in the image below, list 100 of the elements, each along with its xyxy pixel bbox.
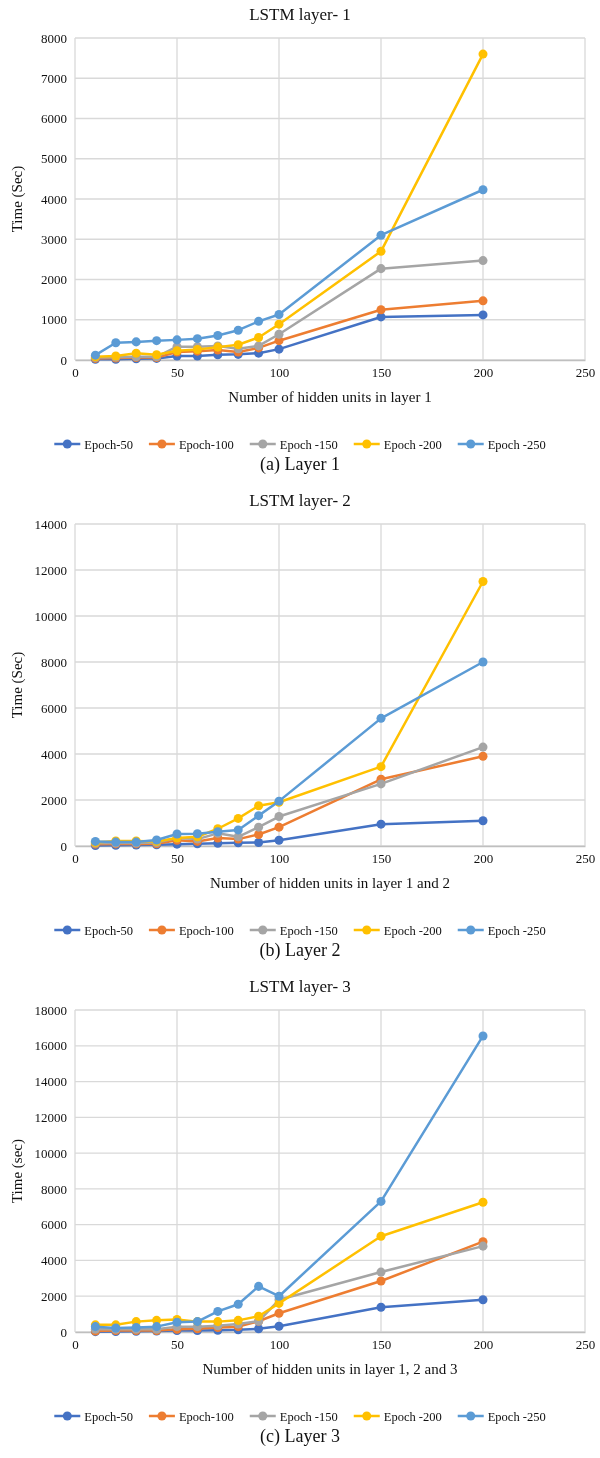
x-tick-label: 200 — [473, 851, 494, 867]
point — [131, 337, 141, 347]
y-axis-title: Time (Sec) — [9, 165, 26, 233]
chart-title: LSTM layer- 2 — [249, 491, 351, 510]
point — [233, 1299, 243, 1309]
point — [376, 305, 386, 315]
point — [274, 812, 284, 822]
legend-label: Epoch -200 — [383, 1409, 442, 1424]
y-tick-label: 18000 — [34, 1002, 67, 1018]
point — [274, 835, 284, 845]
y-tick-label: 5000 — [41, 151, 67, 167]
legend-label: Epoch-100 — [178, 923, 234, 938]
point — [254, 332, 264, 342]
y-tick-label: 4000 — [41, 746, 67, 762]
x-tick-label: 0 — [72, 1337, 79, 1353]
point — [478, 816, 488, 826]
y-tick-label: 7000 — [41, 70, 67, 86]
point — [172, 335, 182, 345]
x-tick-label: 100 — [269, 365, 290, 381]
point — [478, 1295, 488, 1305]
y-tick-label: 6000 — [41, 1217, 67, 1233]
y-tick-label: 6000 — [41, 111, 67, 127]
point — [192, 334, 202, 344]
point — [376, 779, 386, 789]
y-tick-label: 4000 — [41, 191, 67, 207]
legend-label: Epoch -150 — [279, 437, 338, 452]
point — [376, 1267, 386, 1277]
point — [376, 230, 386, 240]
point — [233, 340, 243, 350]
point — [478, 742, 488, 752]
y-tick-label: 8000 — [41, 1181, 67, 1197]
point — [213, 1317, 223, 1327]
text: (c) Layer 3 — [260, 1426, 340, 1447]
y-tick-label: 16000 — [34, 1038, 67, 1054]
x-tick-label: 50 — [171, 1337, 184, 1353]
point — [274, 319, 284, 329]
y-tick-label: 14000 — [34, 1074, 67, 1090]
point — [274, 1308, 284, 1318]
legend-label: Epoch-50 — [84, 437, 133, 452]
y-tick-label: 10000 — [34, 1145, 67, 1161]
x-tick-label: 50 — [171, 365, 184, 381]
legend-label: Epoch-50 — [84, 1409, 133, 1424]
x-tick-label: 200 — [473, 1337, 494, 1353]
point — [376, 1231, 386, 1241]
x-tick-label: 250 — [575, 365, 596, 381]
y-tick-label: 2000 — [41, 1288, 67, 1304]
point — [254, 822, 264, 832]
point — [254, 1281, 264, 1291]
text: (b) Layer 2 — [259, 940, 341, 961]
x-tick-label: 0 — [72, 365, 79, 381]
y-tick-label: 0 — [60, 352, 67, 368]
point — [254, 1311, 264, 1321]
x-tick-label: 150 — [371, 851, 392, 867]
x-tick-label: 150 — [371, 365, 392, 381]
legend-label: Epoch -250 — [487, 437, 546, 452]
legend-label: Epoch -200 — [383, 437, 442, 452]
point — [254, 316, 264, 326]
point — [131, 348, 141, 358]
x-axis-title: Number of hidden units in layer 1, 2 and 3 — [202, 1361, 458, 1377]
point — [376, 1196, 386, 1206]
y-tick-label: 6000 — [41, 700, 67, 716]
y-tick-label: 1000 — [41, 312, 67, 328]
point — [376, 819, 386, 829]
point — [172, 829, 182, 839]
y-tick-label: 2000 — [41, 792, 67, 808]
y-tick-label: 8000 — [41, 654, 67, 670]
y-tick-label: 3000 — [41, 231, 67, 247]
y-tick-label: 12000 — [34, 1109, 67, 1125]
point — [274, 329, 284, 339]
y-tick-label: 14000 — [34, 516, 67, 532]
point — [478, 576, 488, 587]
x-tick-label: 50 — [171, 851, 184, 867]
point — [213, 1306, 223, 1316]
y-tick-label: 0 — [60, 1324, 67, 1340]
point — [478, 49, 488, 59]
point — [233, 1315, 243, 1325]
point — [478, 751, 488, 761]
x-tick-label: 100 — [269, 1337, 290, 1353]
legend-label: Epoch -250 — [487, 1409, 546, 1424]
x-tick-label: 250 — [575, 851, 596, 867]
point — [274, 1321, 284, 1331]
y-tick-label: 4000 — [41, 1253, 67, 1269]
point — [478, 1031, 488, 1041]
point — [478, 1241, 488, 1251]
point — [376, 246, 386, 256]
text: (a) Layer 1 — [260, 454, 340, 475]
x-tick-label: 100 — [269, 851, 290, 867]
legend-label: Epoch-100 — [178, 437, 234, 452]
legend-label: Epoch -200 — [383, 923, 442, 938]
point — [233, 325, 243, 335]
point — [213, 330, 223, 340]
legend-label: Epoch -150 — [279, 1409, 338, 1424]
y-axis-title: Time (sec) — [9, 1138, 26, 1204]
y-tick-label: 8000 — [41, 30, 67, 46]
point — [233, 813, 243, 823]
point — [274, 344, 284, 354]
point — [376, 1302, 386, 1312]
point — [478, 185, 488, 195]
point — [376, 1276, 386, 1286]
point — [254, 811, 264, 821]
